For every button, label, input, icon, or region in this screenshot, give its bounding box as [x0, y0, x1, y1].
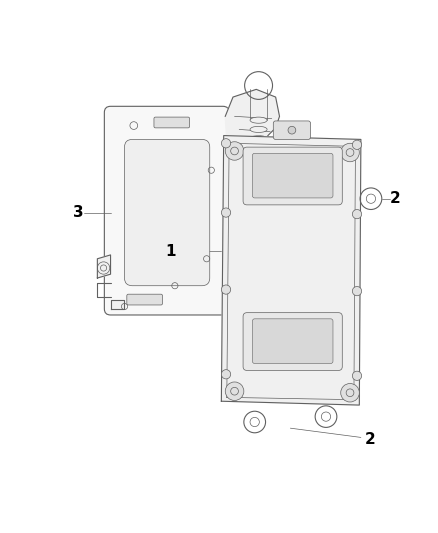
- FancyBboxPatch shape: [124, 140, 210, 286]
- Text: 1: 1: [166, 244, 176, 259]
- Circle shape: [221, 139, 231, 148]
- FancyBboxPatch shape: [252, 319, 333, 364]
- Circle shape: [352, 209, 362, 219]
- FancyBboxPatch shape: [104, 106, 229, 315]
- FancyBboxPatch shape: [252, 154, 333, 198]
- Circle shape: [352, 371, 362, 381]
- Circle shape: [221, 370, 231, 379]
- FancyBboxPatch shape: [273, 121, 311, 140]
- Text: 2: 2: [365, 432, 375, 447]
- Polygon shape: [110, 301, 124, 309]
- FancyBboxPatch shape: [243, 147, 342, 205]
- Circle shape: [341, 143, 359, 161]
- Ellipse shape: [250, 117, 267, 123]
- Polygon shape: [225, 90, 279, 178]
- Circle shape: [225, 382, 244, 400]
- FancyBboxPatch shape: [243, 313, 342, 370]
- Circle shape: [341, 384, 359, 402]
- FancyBboxPatch shape: [127, 294, 162, 305]
- Circle shape: [225, 142, 244, 160]
- FancyBboxPatch shape: [154, 117, 190, 128]
- Ellipse shape: [250, 135, 267, 142]
- Circle shape: [221, 208, 231, 217]
- Circle shape: [352, 287, 362, 296]
- Polygon shape: [221, 135, 361, 405]
- Text: 3: 3: [73, 205, 83, 220]
- Text: 2: 2: [389, 191, 400, 206]
- Ellipse shape: [250, 126, 267, 133]
- Circle shape: [288, 126, 296, 134]
- Polygon shape: [247, 145, 286, 178]
- Circle shape: [221, 285, 231, 294]
- Polygon shape: [97, 255, 110, 278]
- Circle shape: [352, 140, 362, 149]
